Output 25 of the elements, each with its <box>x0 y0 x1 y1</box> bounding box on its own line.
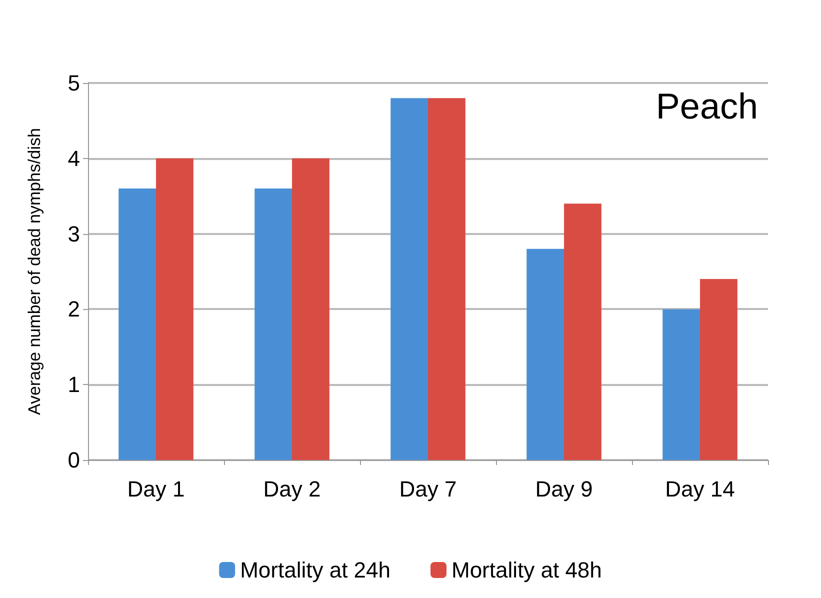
x-tick-label: Day 9 <box>535 476 593 502</box>
y-tick-label: 4 <box>68 146 80 171</box>
legend-label: Mortality at 24h <box>240 558 391 582</box>
bar <box>292 158 330 460</box>
y-tick-label: 3 <box>68 221 80 246</box>
bar <box>700 279 738 460</box>
x-tick-label: Day 7 <box>399 476 457 502</box>
bar <box>156 158 194 460</box>
x-tick-label: Day 2 <box>263 476 321 502</box>
x-tick-label: Day 14 <box>665 476 735 502</box>
y-axis-title: Average number of dead nymphs/dish <box>25 128 44 415</box>
y-tick-label: 0 <box>68 448 80 472</box>
bar <box>526 248 564 460</box>
y-tick-label: 5 <box>68 70 80 96</box>
bar <box>564 204 602 460</box>
y-tick-label: 1 <box>68 372 80 398</box>
bar <box>118 188 156 460</box>
bar <box>428 98 466 460</box>
y-tick-label: 2 <box>68 296 80 322</box>
chart-title: Peach <box>656 86 758 126</box>
bar <box>390 98 428 460</box>
bar <box>254 188 292 460</box>
legend-label: Mortality at 48h <box>452 558 602 582</box>
bar <box>662 309 700 460</box>
x-tick-label: Day 1 <box>127 476 185 502</box>
